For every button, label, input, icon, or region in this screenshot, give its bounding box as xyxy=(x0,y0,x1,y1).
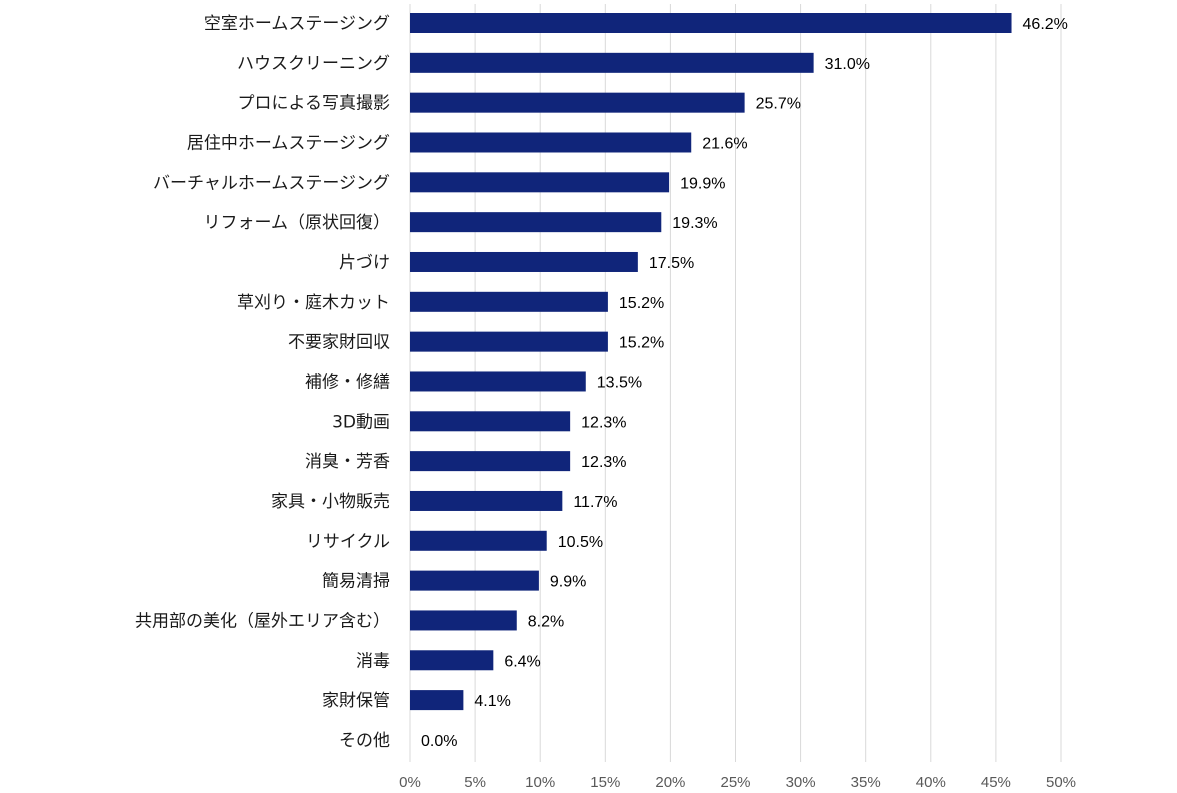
category-label: リフォーム（原状回復） xyxy=(204,213,391,233)
category-label: 消臭・芳香 xyxy=(305,452,390,472)
value-label: 4.1% xyxy=(474,693,510,710)
category-label: 不要家財回収 xyxy=(288,333,390,353)
category-label: リサイクル xyxy=(306,532,390,552)
x-axis-tick-labels: 0% 5% 10% 15% 20% 25% 30% 35% 40% 45% 50% xyxy=(399,774,1076,791)
value-label: 31.0% xyxy=(825,56,870,73)
bars xyxy=(410,13,1012,711)
x-tick-label: 50% xyxy=(1046,774,1076,791)
x-tick-label: 45% xyxy=(981,774,1011,791)
category-label: 3D動画 xyxy=(332,412,390,432)
bar xyxy=(410,172,670,193)
x-tick-label: 15% xyxy=(590,774,620,791)
value-label: 15.2% xyxy=(619,295,664,312)
x-tick-label: 0% xyxy=(399,774,421,791)
x-tick-label: 30% xyxy=(786,774,816,791)
value-label: 19.3% xyxy=(672,215,717,232)
value-label: 11.7% xyxy=(573,494,617,511)
bar xyxy=(410,650,494,671)
value-label: 10.5% xyxy=(558,534,603,551)
category-label: 共用部の美化（屋外エリア含む） xyxy=(135,611,390,631)
category-label: プロによる写真撮影 xyxy=(238,94,391,114)
bar xyxy=(410,13,1012,33)
value-label: 8.2% xyxy=(528,613,564,630)
bar xyxy=(410,610,517,631)
value-label: 25.7% xyxy=(756,96,801,113)
category-label: 片づけ xyxy=(339,253,390,273)
x-tick-label: 25% xyxy=(720,774,750,791)
bar xyxy=(410,92,745,113)
value-label: 15.2% xyxy=(619,335,664,352)
category-label: 家具・小物販売 xyxy=(271,492,390,512)
bar xyxy=(410,331,608,352)
gridlines xyxy=(409,4,1062,762)
value-label: 17.5% xyxy=(649,255,694,272)
category-label: バーチャルホームステージング xyxy=(153,173,390,193)
x-tick-label: 10% xyxy=(525,774,555,791)
category-labels: 空室ホームステージングハウスクリーニングプロによる写真撮影居住中ホームステージン… xyxy=(135,14,390,751)
bar xyxy=(410,490,563,511)
category-label: ハウスクリーニング xyxy=(237,54,390,74)
x-tick-label: 5% xyxy=(464,774,486,791)
value-label: 6.4% xyxy=(504,653,540,670)
category-label: 空室ホームステージング xyxy=(204,14,390,34)
bar xyxy=(410,291,608,312)
bar xyxy=(410,212,662,233)
bar xyxy=(410,251,638,272)
category-label: 簡易清掃 xyxy=(322,572,390,592)
category-label: 居住中ホームステージング xyxy=(187,133,390,153)
bar xyxy=(410,690,464,711)
bar xyxy=(410,570,539,591)
category-label: その他 xyxy=(339,731,390,751)
category-label: 補修・修繕 xyxy=(305,372,390,392)
bar xyxy=(410,371,586,392)
value-label: 46.2% xyxy=(1023,16,1068,33)
value-label: 13.5% xyxy=(597,374,642,391)
bar xyxy=(410,530,547,551)
category-label: 家財保管 xyxy=(322,691,390,711)
category-label: 消毒 xyxy=(356,651,390,671)
category-label: 草刈り・庭木カット xyxy=(237,293,390,313)
value-label: 12.3% xyxy=(581,454,626,471)
bar xyxy=(410,451,571,472)
value-label: 21.6% xyxy=(702,135,747,152)
bar xyxy=(410,411,571,432)
x-tick-label: 40% xyxy=(916,774,946,791)
value-labels: 46.2% 31.0% 25.7% 21.6% 19.9% 19.3% 17.5% 15.2%… xyxy=(421,16,1068,750)
value-label: 12.3% xyxy=(581,414,626,431)
value-label: 19.9% xyxy=(680,175,725,192)
bar xyxy=(410,52,814,73)
bar xyxy=(410,132,692,153)
x-tick-label: 35% xyxy=(851,774,881,791)
value-label: 0.0% xyxy=(421,733,457,750)
value-label: 9.9% xyxy=(550,574,586,591)
x-tick-label: 20% xyxy=(655,774,685,791)
